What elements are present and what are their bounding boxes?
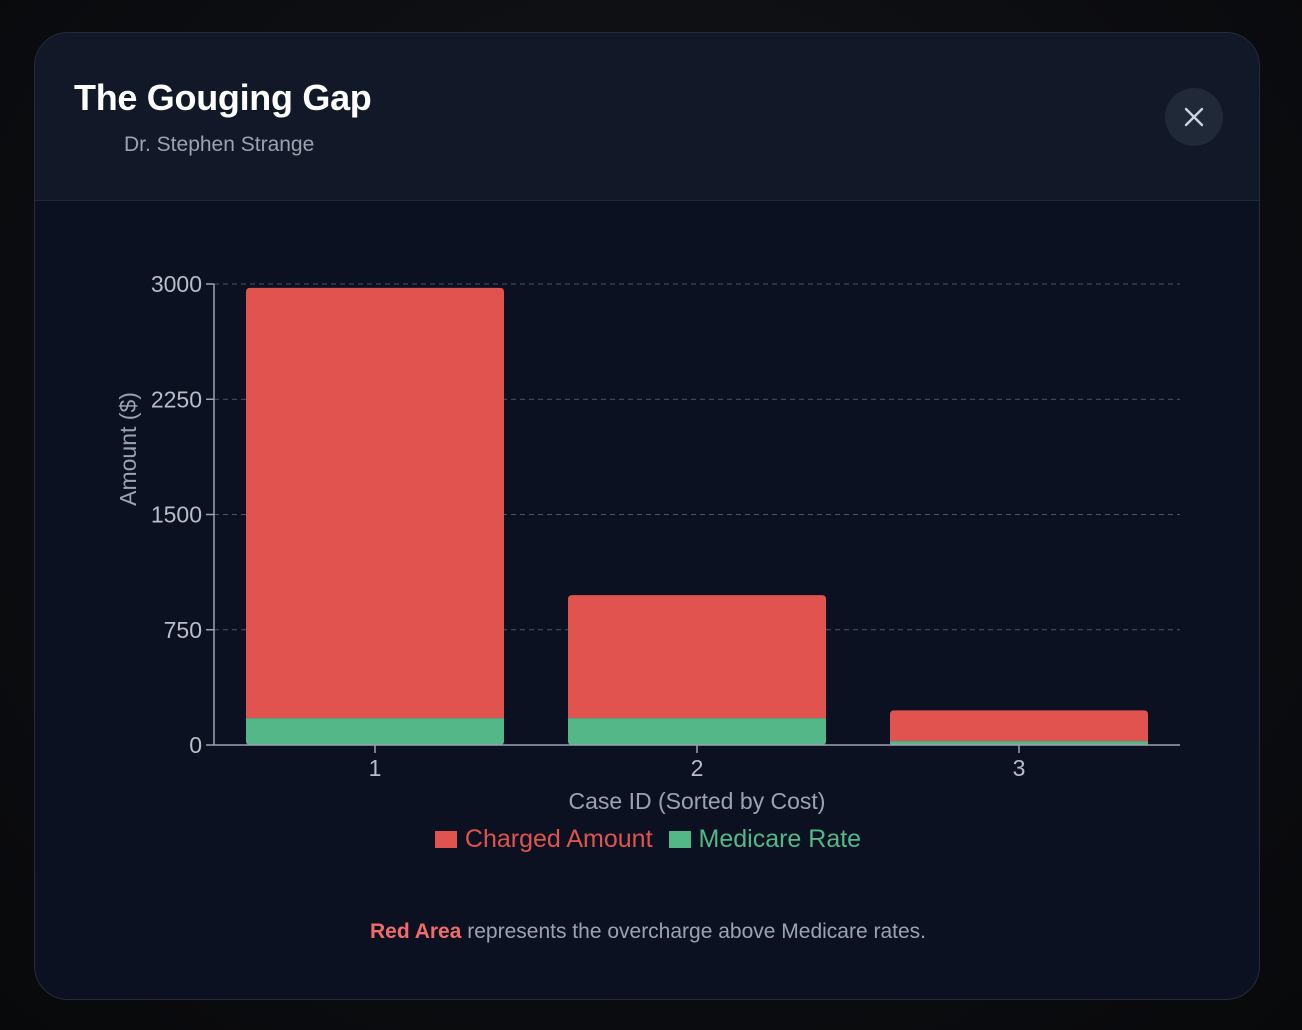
y-tick-label: 3000 (151, 271, 202, 297)
grid-lines (214, 283, 1180, 631)
bar-charged-amount[interactable] (890, 710, 1148, 742)
chart-footnote: Red Area represents the overcharge above… (35, 920, 1259, 944)
close-button[interactable] (1165, 88, 1223, 146)
legend-item-medicare[interactable]: Medicare Rate (668, 825, 862, 854)
chart-modal: The Gouging Gap Dr. Stephen Strange 0 750… (34, 32, 1260, 1000)
legend-swatch-medicare (668, 831, 691, 848)
legend-item-charged[interactable]: Charged Amount (434, 825, 653, 854)
bar-medicare-rate[interactable] (568, 718, 826, 745)
modal-subtitle: Dr. Stephen Strange (124, 133, 315, 156)
footnote-highlight: Red Area (369, 920, 462, 943)
x-tick-label: 1 (369, 755, 382, 781)
footnote-text: represents the overcharge above Medicare… (461, 920, 927, 943)
bar-medicare-rate[interactable] (890, 741, 1148, 745)
y-axis-label: Amount ($) (115, 392, 141, 506)
bar-charged-amount[interactable] (568, 595, 826, 719)
chart-legend: Charged Amount Medicare Rate (35, 825, 1259, 854)
axes: 0 750 1500 2250 3000 1 2 3 (151, 271, 1180, 781)
bar-charged-amount[interactable] (246, 287, 504, 719)
x-axis-label: Case ID (Sorted by Cost) (569, 788, 826, 814)
legend-label-medicare: Medicare Rate (698, 825, 862, 853)
close-icon (1184, 107, 1204, 127)
modal-header: The Gouging Gap Dr. Stephen Strange (35, 33, 1259, 201)
stacked-bar-chart: 0 750 1500 2250 3000 1 2 3 Amount ($) Case ID (… (115, 271, 1180, 814)
x-tick-label: 2 (691, 755, 704, 781)
legend-swatch-charged (434, 831, 457, 848)
y-tick-label: 1500 (151, 502, 202, 528)
bars (246, 287, 1148, 745)
legend-label-charged: Charged Amount (464, 825, 653, 853)
modal-title: The Gouging Gap (74, 77, 372, 118)
y-tick-label: 750 (164, 617, 202, 643)
x-tick-label: 3 (1013, 755, 1026, 781)
y-tick-label: 0 (189, 732, 202, 758)
y-tick-label: 2250 (151, 386, 202, 412)
bar-medicare-rate[interactable] (246, 718, 504, 745)
